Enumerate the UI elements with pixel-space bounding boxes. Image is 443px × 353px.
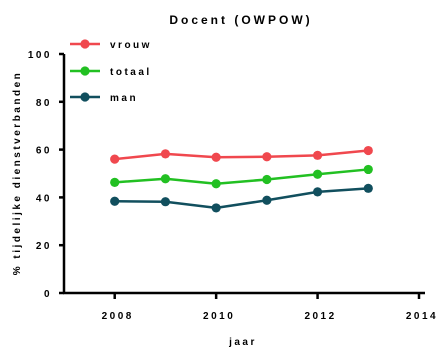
legend: vrouw totaal man <box>70 39 152 104</box>
x-tick-label: 2012 <box>304 311 336 322</box>
legend-item-totaal: totaal <box>70 66 152 78</box>
data-point-man <box>312 187 323 197</box>
series-man <box>110 183 373 213</box>
y-tick-label: 40 <box>36 193 52 204</box>
data-point-vrouw <box>160 149 171 159</box>
series-group <box>110 145 373 213</box>
series-vrouw <box>110 145 373 164</box>
series-totaal <box>110 164 373 189</box>
x-axis-ticks: 2008 2010 2012 2014 <box>102 293 438 322</box>
legend-label: vrouw <box>110 40 152 51</box>
legend-item-vrouw: vrouw <box>70 39 152 51</box>
legend-item-man: man <box>70 92 138 104</box>
y-tick-label: 0 <box>44 289 52 300</box>
legend-label: totaal <box>110 67 152 78</box>
series-line-totaal <box>114 168 369 186</box>
legend-label: man <box>110 93 138 104</box>
y-tick-label: 20 <box>36 241 52 252</box>
data-point-totaal <box>211 179 221 189</box>
y-axis-ticks: 0 20 40 60 80 100 <box>28 50 64 300</box>
series-line-man <box>114 187 369 210</box>
data-point-totaal <box>160 174 171 184</box>
x-tick-label: 2010 <box>203 311 235 322</box>
data-point-vrouw <box>211 152 221 162</box>
data-point-vrouw <box>312 150 323 160</box>
legend-marker <box>80 66 90 76</box>
y-tick-label: 80 <box>36 98 52 109</box>
series-line-vrouw <box>114 149 369 161</box>
x-axis-label: jaar <box>228 337 257 348</box>
data-point-totaal <box>262 174 272 185</box>
data-point-totaal <box>312 169 323 179</box>
data-point-vrouw <box>363 145 373 156</box>
plot-axes <box>62 54 425 295</box>
y-axis-label: % tijdelijke dienstverbanden <box>12 71 23 275</box>
data-point-man <box>262 195 272 205</box>
x-tick-label: 2008 <box>102 311 134 322</box>
data-point-man <box>110 196 120 206</box>
data-point-man <box>363 183 373 193</box>
data-point-totaal <box>110 177 120 187</box>
data-point-totaal <box>363 164 373 175</box>
y-tick-label: 60 <box>36 146 52 157</box>
x-tick-label: 2014 <box>406 311 438 322</box>
data-point-man <box>160 197 171 207</box>
data-point-man <box>211 203 221 213</box>
legend-marker <box>80 92 90 102</box>
legend-marker <box>80 39 90 49</box>
chart-title: Docent (OWPOW) <box>169 13 312 27</box>
y-tick-label: 100 <box>28 50 52 61</box>
data-point-vrouw <box>110 154 120 164</box>
data-point-vrouw <box>262 152 272 162</box>
